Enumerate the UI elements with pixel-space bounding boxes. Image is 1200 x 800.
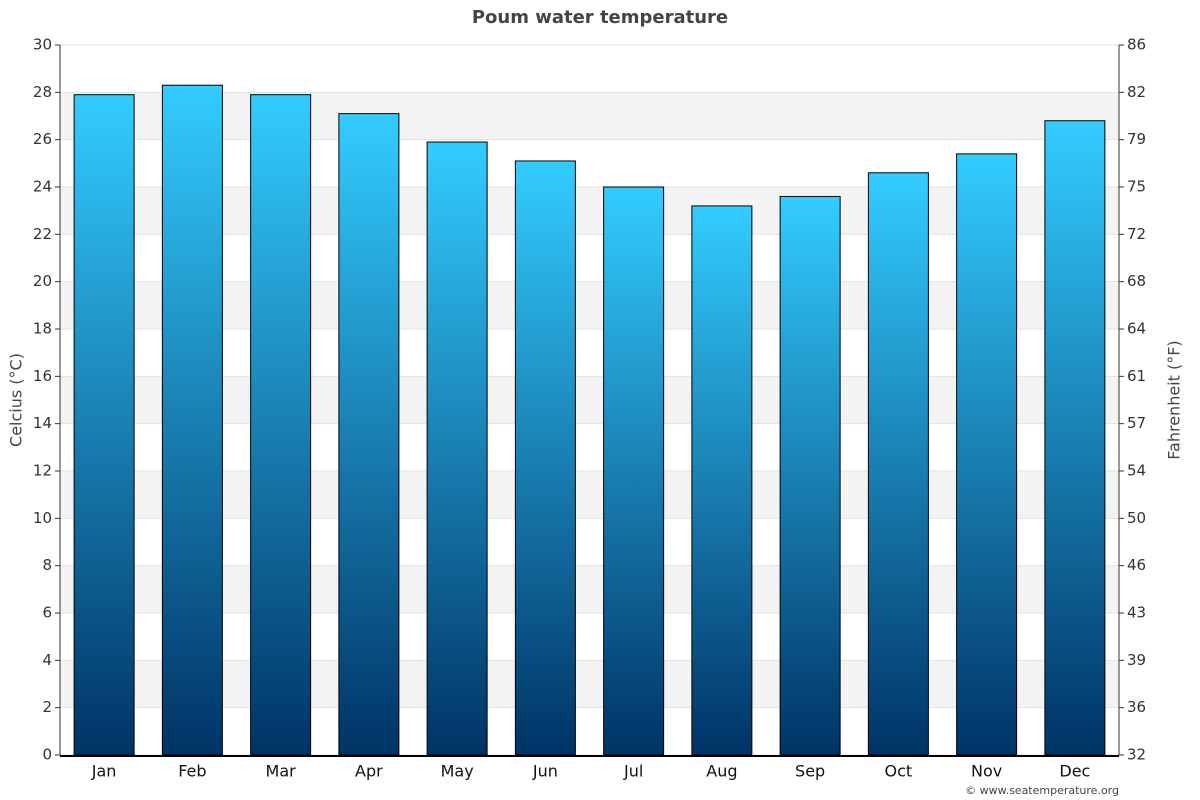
y-tick-label: 24 <box>33 178 52 196</box>
y2-tick-label: 36 <box>1127 698 1146 716</box>
y-tick-label: 2 <box>42 698 52 716</box>
y-tick-label: 22 <box>33 225 52 243</box>
y2-tick-label: 75 <box>1127 178 1146 196</box>
x-tick-label: Aug <box>706 762 737 781</box>
bar <box>426 141 488 756</box>
y2-axis-title: Fahrenheit (°F) <box>1165 340 1184 459</box>
y-tick-label: 12 <box>33 462 52 480</box>
y-tick-label: 30 <box>33 36 52 54</box>
y-tick-label: 6 <box>42 604 52 622</box>
y2-tick-label: 46 <box>1127 556 1146 574</box>
bar <box>161 84 223 756</box>
y2-tick-label: 32 <box>1127 746 1146 764</box>
y2-tick-label: 57 <box>1127 414 1146 432</box>
y2-tick-label: 86 <box>1127 36 1146 54</box>
x-tick-label: Mar <box>266 762 297 781</box>
y-tick-label: 28 <box>33 83 52 101</box>
bar <box>338 113 400 756</box>
grid-band <box>60 376 1119 424</box>
y-tick-label: 18 <box>33 320 52 338</box>
bar <box>867 172 929 756</box>
bar <box>514 160 576 756</box>
credit: © www.seatemperature.org <box>965 784 1119 797</box>
y-tick-label: 26 <box>33 130 52 148</box>
y2-tick-label: 39 <box>1127 651 1146 669</box>
y-tick-label: 4 <box>42 651 52 669</box>
x-tick-label: Oct <box>885 762 913 781</box>
grid-band <box>60 565 1119 613</box>
y2-tick-label: 43 <box>1127 604 1146 622</box>
x-tick-label: Sep <box>795 762 825 781</box>
bar <box>603 186 665 756</box>
bar <box>250 94 312 756</box>
grid-band <box>60 92 1119 140</box>
bar <box>691 205 753 756</box>
y2-tick-label: 61 <box>1127 367 1146 385</box>
bar <box>1044 120 1106 756</box>
y-axis-title: Celcius (°C) <box>7 353 26 447</box>
x-tick-label: Dec <box>1059 762 1090 781</box>
grid-band <box>60 281 1119 329</box>
y2-tick-label: 64 <box>1127 320 1146 338</box>
y-tick-label: 0 <box>42 746 52 764</box>
bar <box>956 153 1018 756</box>
y2-tick-label: 50 <box>1127 509 1146 527</box>
x-tick-label: Jun <box>532 762 558 781</box>
x-tick-label: Jul <box>623 762 643 781</box>
x-tick-label: Apr <box>355 762 383 781</box>
y2-tick-label: 79 <box>1127 130 1146 148</box>
bar <box>779 195 841 756</box>
y-tick-label: 8 <box>42 556 52 574</box>
bar <box>73 94 135 756</box>
y-tick-label: 14 <box>33 414 52 432</box>
y-tick-label: 20 <box>33 272 52 290</box>
y2-tick-label: 54 <box>1127 462 1146 480</box>
y-tick-label: 16 <box>33 367 52 385</box>
x-tick-label: Nov <box>971 762 1002 781</box>
grid-band <box>60 471 1119 519</box>
y-tick-label: 10 <box>33 509 52 527</box>
y2-tick-label: 82 <box>1127 83 1146 101</box>
y2-tick-label: 72 <box>1127 225 1146 243</box>
grid-band <box>60 660 1119 708</box>
x-tick-label: May <box>441 762 474 781</box>
grid-band <box>60 187 1119 235</box>
x-tick-label: Jan <box>91 762 117 781</box>
y2-tick-label: 68 <box>1127 272 1146 290</box>
chart-title: Poum water temperature <box>472 7 728 28</box>
x-tick-label: Feb <box>178 762 206 781</box>
